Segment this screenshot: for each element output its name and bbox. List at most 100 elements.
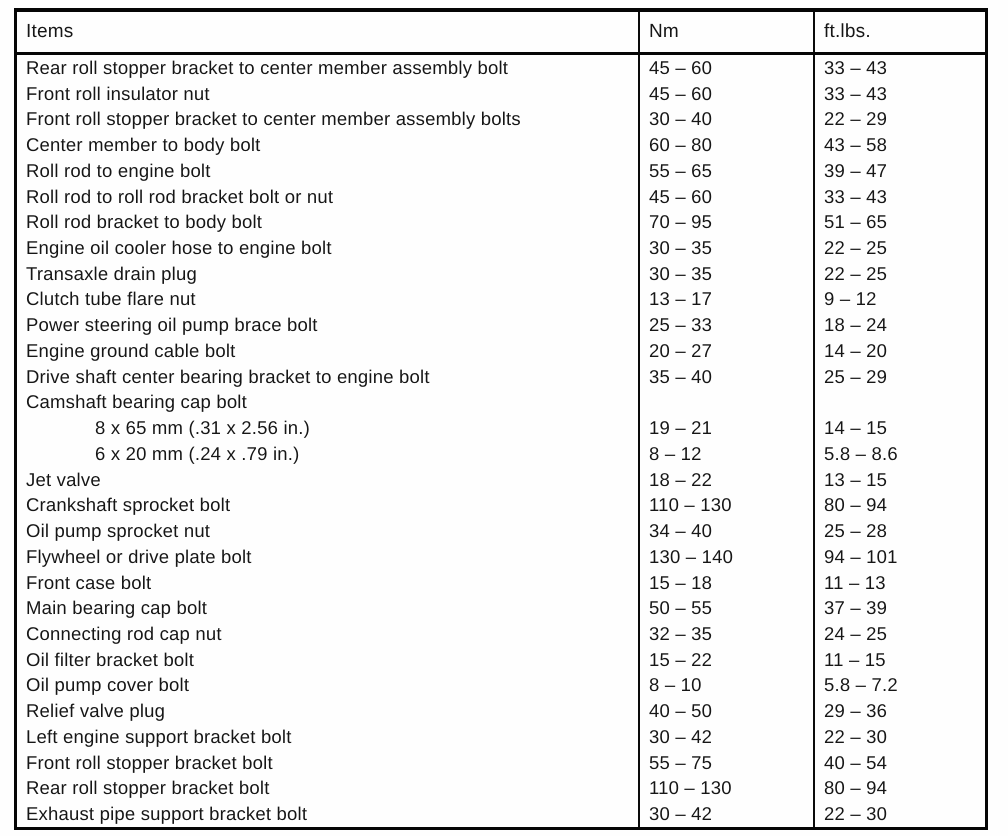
nm-value-cell: 55 – 75	[638, 749, 813, 776]
nm-value-cell: 30 – 42	[638, 724, 813, 750]
item-cell: Oil pump cover bolt	[26, 674, 190, 696]
item-cell: Front roll stopper bracket to center mem…	[26, 108, 521, 130]
nm-value-cell: 35 – 40	[638, 363, 813, 390]
table-row: Center member to body bolt 60 – 80 43 – 58	[17, 132, 985, 158]
item-cell: Jet valve	[26, 468, 101, 490]
table-row: Camshaft bearing cap bolt	[17, 389, 985, 416]
nm-value-cell: 45 – 60	[638, 80, 813, 107]
nm-value-cell: 19 – 21	[638, 415, 813, 442]
column-header-items: Items	[26, 21, 74, 42]
table-row: Power steering oil pump brace bolt 25 – 3…	[17, 312, 985, 339]
nm-value-cell: 45 – 60	[638, 183, 813, 210]
ftlbs-value-cell: 94 – 101	[813, 543, 985, 570]
ftlbs-value-cell: 40 – 54	[813, 749, 985, 776]
nm-value-cell: 130 – 140	[638, 543, 813, 570]
table-row: Left engine support bracket bolt 30 – 42 2…	[17, 724, 985, 750]
table-row: Oil pump cover bolt 8 – 10 5.8 – 7.2	[17, 672, 985, 699]
ftlbs-value-cell: 24 – 25	[813, 621, 985, 647]
nm-value-cell: 50 – 55	[638, 595, 813, 622]
table-row: Relief valve plug 40 – 50 29 – 36	[17, 698, 985, 725]
ftlbs-value-cell: 14 – 15	[813, 415, 985, 442]
item-cell: Clutch tube flare nut	[26, 288, 196, 310]
item-cell: Roll rod to roll rod bracket bolt or nut	[26, 185, 334, 207]
ftlbs-value-cell: 11 – 15	[813, 646, 985, 673]
ftlbs-value-cell: 22 – 29	[813, 106, 985, 133]
nm-value-cell: 40 – 50	[638, 698, 813, 725]
column-header-ftlbs: ft.lbs.	[813, 12, 985, 52]
item-cell: Front roll stopper bracket bolt	[26, 751, 273, 773]
item-cell: Roll rod to engine bolt	[26, 159, 211, 181]
item-cell: Engine oil cooler hose to engine bolt	[26, 237, 332, 258]
nm-value-cell: 45 – 60	[638, 55, 813, 81]
item-cell: Transaxle drain plug	[26, 262, 197, 284]
item-cell: Oil pump sprocket nut	[26, 520, 211, 542]
nm-value-cell: 13 – 17	[638, 286, 813, 313]
ftlbs-value-cell: 37 – 39	[813, 595, 985, 622]
nm-value-cell: 110 – 130	[638, 492, 813, 519]
ftlbs-value-cell: 22 – 30	[813, 724, 985, 750]
ftlbs-value-cell: 14 – 20	[813, 338, 985, 364]
ftlbs-value-cell	[813, 389, 985, 416]
nm-value-cell: 30 – 35	[638, 235, 813, 261]
nm-value-cell: 25 – 33	[638, 312, 813, 339]
ftlbs-value-cell: 13 – 15	[813, 466, 985, 493]
table-row: Flywheel or drive plate bolt 130 – 140 94 …	[17, 543, 985, 570]
ftlbs-value-cell: 39 – 47	[813, 157, 985, 184]
nm-value-cell: 60 – 80	[638, 132, 813, 158]
ftlbs-value-cell: 33 – 43	[813, 55, 985, 81]
table-row: 6 x 20 mm (.24 x .79 in.) 8 – 12 5.8 – 8.6	[17, 441, 985, 467]
nm-value-cell: 18 – 22	[638, 466, 813, 493]
nm-value-cell: 30 – 40	[638, 106, 813, 133]
item-cell: Oil filter bracket bolt	[26, 648, 195, 670]
torque-spec-table: Items Nm ft.lbs. Rear roll stopper brack…	[14, 8, 988, 830]
item-cell: Center member to body bolt	[26, 134, 261, 156]
item-cell: Connecting rod cap nut	[26, 623, 222, 645]
item-cell: Camshaft bearing cap bolt	[26, 391, 247, 413]
item-cell: Rear roll stopper bracket to center memb…	[26, 56, 509, 78]
table-row: Rear roll stopper bracket to center memb…	[17, 55, 985, 81]
item-cell: Exhaust pipe support bracket bolt	[26, 803, 308, 825]
ftlbs-value-cell: 25 – 29	[813, 363, 985, 390]
item-cell: Flywheel or drive plate bolt	[26, 545, 252, 567]
table-row: Front roll insulator nut 45 – 60 33 – 43	[17, 80, 985, 107]
table-row: Jet valve 18 – 22 13 – 15	[17, 466, 985, 493]
item-cell: 6 x 20 mm (.24 x .79 in.)	[95, 442, 300, 464]
table-row: Engine ground cable bolt 20 – 27 14 – 20	[17, 338, 985, 364]
table-header-row: Items Nm ft.lbs.	[17, 12, 985, 55]
nm-value-cell: 8 – 10	[638, 672, 813, 699]
column-header-nm: Nm	[638, 12, 813, 52]
table-row: Main bearing cap bolt 50 – 55 37 – 39	[17, 595, 985, 622]
table-row: Roll rod to roll rod bracket bolt or nut…	[17, 183, 985, 210]
ftlbs-value-cell: 33 – 43	[813, 80, 985, 107]
ftlbs-value-cell: 22 – 25	[813, 260, 985, 287]
item-cell: Rear roll stopper bracket bolt	[26, 777, 270, 799]
ftlbs-value-cell: 18 – 24	[813, 312, 985, 339]
table-row: Engine oil cooler hose to engine bolt 30 …	[17, 235, 985, 261]
ftlbs-value-cell: 22 – 30	[813, 801, 985, 828]
item-cell: Main bearing cap bolt	[26, 597, 208, 619]
ftlbs-value-cell: 5.8 – 8.6	[813, 441, 985, 467]
nm-value-cell: 30 – 42	[638, 801, 813, 828]
nm-value-cell: 15 – 18	[638, 569, 813, 596]
nm-value-cell	[638, 389, 813, 416]
item-cell: Power steering oil pump brace bolt	[26, 314, 318, 336]
item-cell: Front roll insulator nut	[26, 82, 210, 104]
table-row: 8 x 65 mm (.31 x 2.56 in.) 19 – 21 14 – 15	[17, 415, 985, 442]
nm-value-cell: 55 – 65	[638, 157, 813, 184]
nm-value-cell: 8 – 12	[638, 441, 813, 467]
table-row: Transaxle drain plug 30 – 35 22 – 25	[17, 260, 985, 287]
ftlbs-value-cell: 33 – 43	[813, 183, 985, 210]
table-row: Roll rod to engine bolt 55 – 65 39 – 47	[17, 157, 985, 184]
table-row: Front case bolt 15 – 18 11 – 13	[17, 569, 985, 596]
table-body: Rear roll stopper bracket to center memb…	[17, 55, 985, 828]
item-cell: Relief valve plug	[26, 700, 166, 722]
table-row: Front roll stopper bracket to center mem…	[17, 106, 985, 133]
item-cell: Crankshaft sprocket bolt	[26, 494, 231, 516]
table-row: Front roll stopper bracket bolt 55 – 75 40…	[17, 749, 985, 776]
item-cell: Front case bolt	[26, 571, 152, 593]
ftlbs-value-cell: 80 – 94	[813, 492, 985, 519]
ftlbs-value-cell: 11 – 13	[813, 569, 985, 596]
item-cell: Left engine support bracket bolt	[26, 725, 292, 747]
nm-value-cell: 30 – 35	[638, 260, 813, 287]
